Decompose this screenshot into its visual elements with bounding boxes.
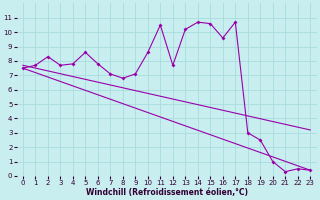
X-axis label: Windchill (Refroidissement éolien,°C): Windchill (Refroidissement éolien,°C)	[85, 188, 248, 197]
